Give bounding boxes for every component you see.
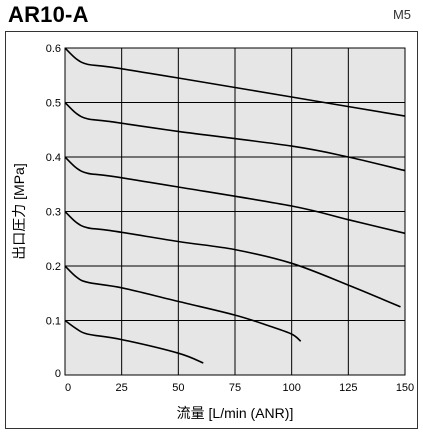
y-tick-label: 0.5 — [46, 98, 61, 110]
x-tick-label: 25 — [116, 382, 128, 394]
curve-line-3 — [64, 156, 406, 235]
chart-title: AR10-A — [8, 2, 89, 27]
curve-line-4 — [64, 210, 401, 308]
y-tick-label: 0.2 — [46, 261, 61, 273]
x-tick-label: 100 — [282, 382, 300, 394]
y-tick-label: 0.4 — [46, 152, 61, 164]
curve-line-5 — [64, 265, 302, 342]
y-tick-label: 0.6 — [46, 43, 61, 55]
x-tick-label: 125 — [339, 382, 357, 394]
x-tick-labels: 0 25 50 75 100 125 150 — [65, 382, 414, 394]
port-size-label: M5 — [392, 7, 411, 22]
y-axis-label: 出口圧力 [MPa] — [11, 163, 27, 259]
y-tick-labels: 0 0.1 0.2 0.3 0.4 0.5 0.6 — [46, 43, 61, 380]
x-tick-label: 75 — [229, 382, 241, 394]
y-tick-label: 0.1 — [46, 316, 61, 328]
curve-line-6 — [64, 319, 204, 364]
curves — [64, 47, 406, 364]
y-tick-label: 0 — [55, 368, 61, 380]
curve-line-1 — [64, 47, 406, 117]
x-tick-label: 50 — [172, 382, 184, 394]
curve-line-2 — [64, 101, 406, 172]
x-tick-label: 150 — [396, 382, 414, 394]
y-tick-label: 0.3 — [46, 207, 61, 219]
x-axis-label: 流量 [L/min (ANR)] — [177, 405, 294, 421]
chart-frame — [5, 31, 418, 429]
x-tick-label: 0 — [65, 382, 71, 394]
